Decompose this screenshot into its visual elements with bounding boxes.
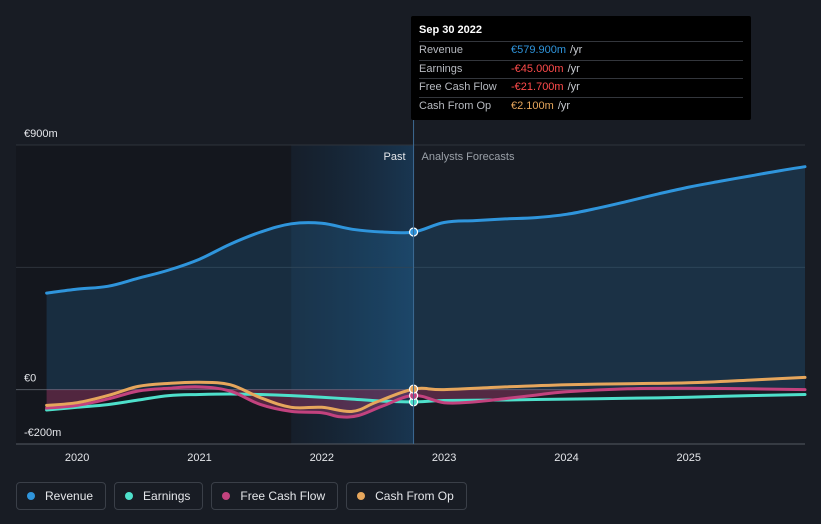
tooltip-unit: /yr xyxy=(570,44,583,56)
x-tick-label: 2024 xyxy=(554,452,578,464)
tooltip-label: Free Cash Flow xyxy=(419,81,497,93)
tooltip-unit: /yr xyxy=(567,81,580,93)
legend: Revenue Earnings Free Cash Flow Cash Fro… xyxy=(16,482,467,512)
legend-dot-icon xyxy=(125,492,134,500)
legend-label: Free Cash Flow xyxy=(240,489,326,503)
tooltip-row-revenue: Revenue €579.900m /yr xyxy=(419,41,743,60)
legend-label: Earnings xyxy=(143,489,191,503)
tooltip-label: Earnings xyxy=(419,62,463,75)
tooltip-row-cash-from-op: Cash From Op €2.100m /yr xyxy=(419,96,743,116)
tooltip-unit: /yr xyxy=(557,99,571,112)
x-tick-label: 2023 xyxy=(432,452,456,464)
legend-dot-icon xyxy=(27,492,35,500)
x-tick-label: 2025 xyxy=(677,452,701,464)
y-tick-label: €900m xyxy=(24,128,58,140)
tooltip-label: Revenue xyxy=(419,44,464,56)
revenue-line xyxy=(45,165,807,295)
legend-label: Cash From Op xyxy=(375,489,454,503)
tooltip-value: -€21.700m xyxy=(511,81,564,93)
y-tick-label: €0 xyxy=(24,373,36,385)
tooltip: Sep 30 2022 Revenue €579.900m /yr Earnin… xyxy=(411,16,751,120)
x-tick-label: 2022 xyxy=(310,452,334,464)
past-label: Past xyxy=(384,151,406,163)
y-tick-label: -€200m xyxy=(24,427,61,439)
tooltip-date: Sep 30 2022 xyxy=(419,24,482,36)
tooltip-row-free-cash-flow: Free Cash Flow -€21.700m /yr xyxy=(419,78,743,97)
tooltip-value: €579.900m xyxy=(511,44,567,56)
legend-item-earnings[interactable]: Earnings xyxy=(114,482,204,510)
tooltip-unit: /yr xyxy=(567,62,580,75)
legend-dot-icon xyxy=(222,492,231,500)
tooltip-label: Cash From Op xyxy=(419,99,492,112)
cash-from-op-line xyxy=(45,375,807,414)
earnings-line xyxy=(45,392,807,412)
x-tick-label: 2021 xyxy=(187,452,211,464)
tooltip-value: -€45.000m xyxy=(511,62,564,75)
free-cash-flow-line xyxy=(45,385,807,419)
legend-item-free-cash-flow[interactable]: Free Cash Flow xyxy=(211,482,339,510)
forecast-label: Analysts Forecasts xyxy=(422,151,515,163)
tooltip-row-earnings: Earnings -€45.000m /yr xyxy=(419,59,743,79)
x-tick-label: 2020 xyxy=(65,452,89,464)
legend-dot-icon xyxy=(357,492,366,500)
tooltip-value: €2.100m xyxy=(511,99,554,112)
legend-label: Revenue xyxy=(45,489,94,503)
legend-item-revenue[interactable]: Revenue xyxy=(16,482,107,510)
revenue-area xyxy=(46,166,806,390)
legend-item-cash-from-op[interactable]: Cash From Op xyxy=(346,482,467,510)
